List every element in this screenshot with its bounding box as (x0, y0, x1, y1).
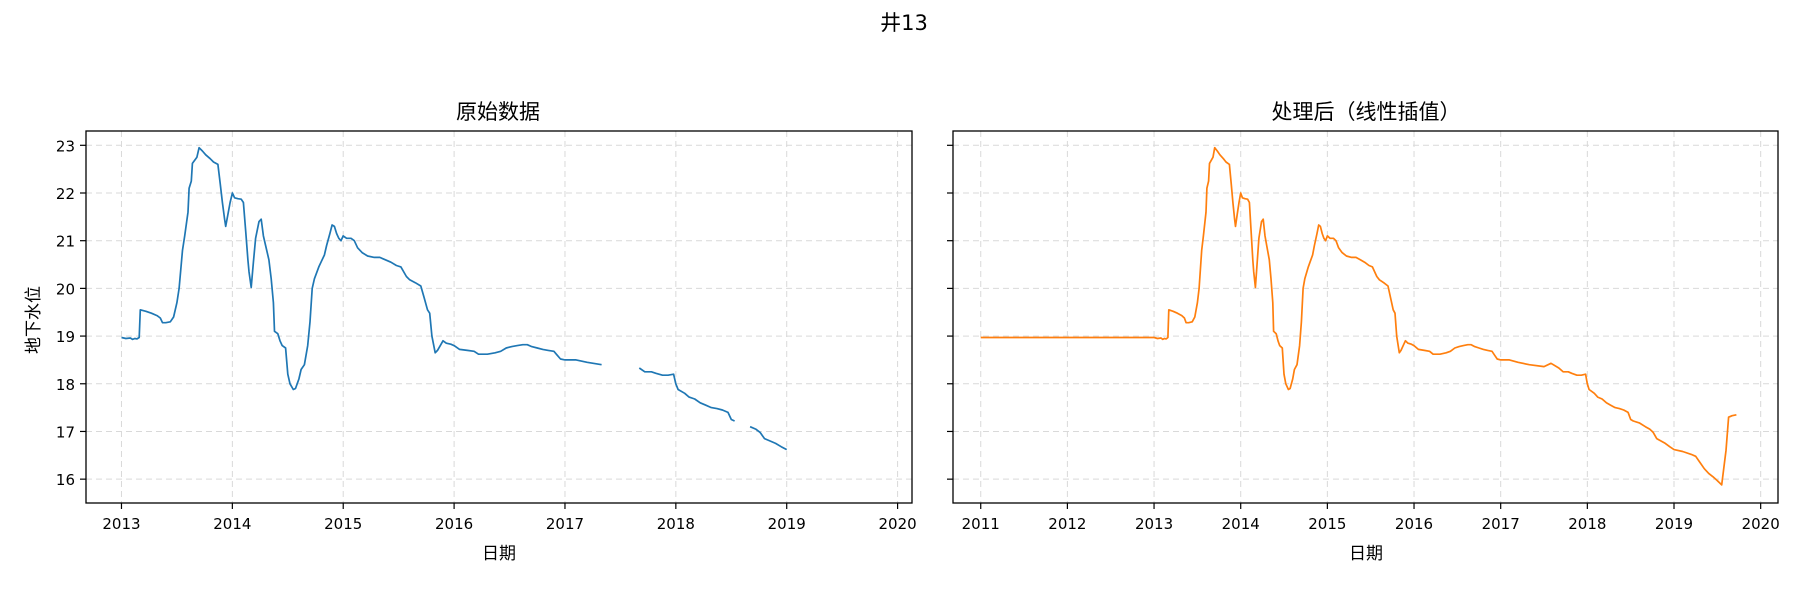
axes-frame (952, 130, 1779, 504)
series-line-raw-segment-1 (638, 367, 735, 422)
y-tick-label: 17 (56, 423, 75, 441)
y-tick-label: 22 (56, 185, 75, 203)
y-tick-label: 21 (56, 233, 75, 251)
x-tick-label: 2020 (1742, 515, 1780, 533)
x-tick-label: 2018 (1568, 515, 1606, 533)
x-tick-label: 2016 (1395, 515, 1433, 533)
x-axis-label-raw: 日期 (482, 544, 516, 564)
y-tick-label: 16 (56, 471, 75, 489)
axes-frame (85, 130, 913, 504)
x-tick-label: 2014 (213, 515, 251, 533)
x-tick-label: 2019 (768, 515, 806, 533)
x-tick-label: 2015 (1308, 515, 1346, 533)
series-line-interp-segment-0 (980, 146, 1737, 486)
x-tick-label: 2011 (962, 515, 1000, 533)
panel-interpolated: 处理后（线性插值） 日期 2011 2012 2013 2014 2015 2016 201… (947, 100, 1780, 564)
figure-suptitle: 井13 (880, 11, 928, 35)
x-tick-label: 2017 (1482, 515, 1520, 533)
x-tick-label: 2016 (435, 515, 473, 533)
series-line-raw-segment-0 (121, 146, 602, 391)
y-tick-label: 20 (56, 280, 75, 298)
x-tick-label: 2019 (1655, 515, 1693, 533)
panel-title-raw: 原始数据 (456, 100, 540, 124)
y-tick-label: 18 (56, 376, 75, 394)
x-tick-label: 2013 (1135, 515, 1173, 533)
y-tick-label: 23 (56, 137, 75, 155)
y-tick-label: 19 (56, 328, 75, 346)
x-tick-label: 2020 (878, 515, 916, 533)
x-axis-label-interpolated: 日期 (1349, 544, 1383, 564)
panel-raw-data: 原始数据 日期 地下水位 2013 2014 2015 2016 2017 2018 201… (24, 100, 917, 564)
panel-title-interpolated: 处理后（线性插值） (1272, 100, 1461, 124)
grid-lines (953, 131, 1778, 503)
x-tick-label: 2014 (1222, 515, 1260, 533)
x-tick-label: 2018 (657, 515, 695, 533)
x-tick-label: 2013 (102, 515, 140, 533)
grid-lines (86, 131, 912, 503)
x-tick-label: 2015 (324, 515, 362, 533)
x-tick-label: 2012 (1048, 515, 1086, 533)
x-tick-label: 2017 (546, 515, 584, 533)
series-line-raw-segment-2 (749, 425, 788, 451)
y-axis-label: 地下水位 (24, 286, 44, 354)
